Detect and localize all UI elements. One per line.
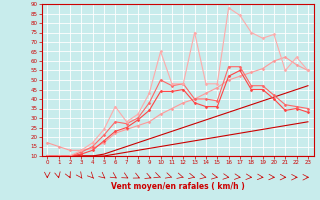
X-axis label: Vent moyen/en rafales ( km/h ): Vent moyen/en rafales ( km/h ) <box>111 182 244 191</box>
